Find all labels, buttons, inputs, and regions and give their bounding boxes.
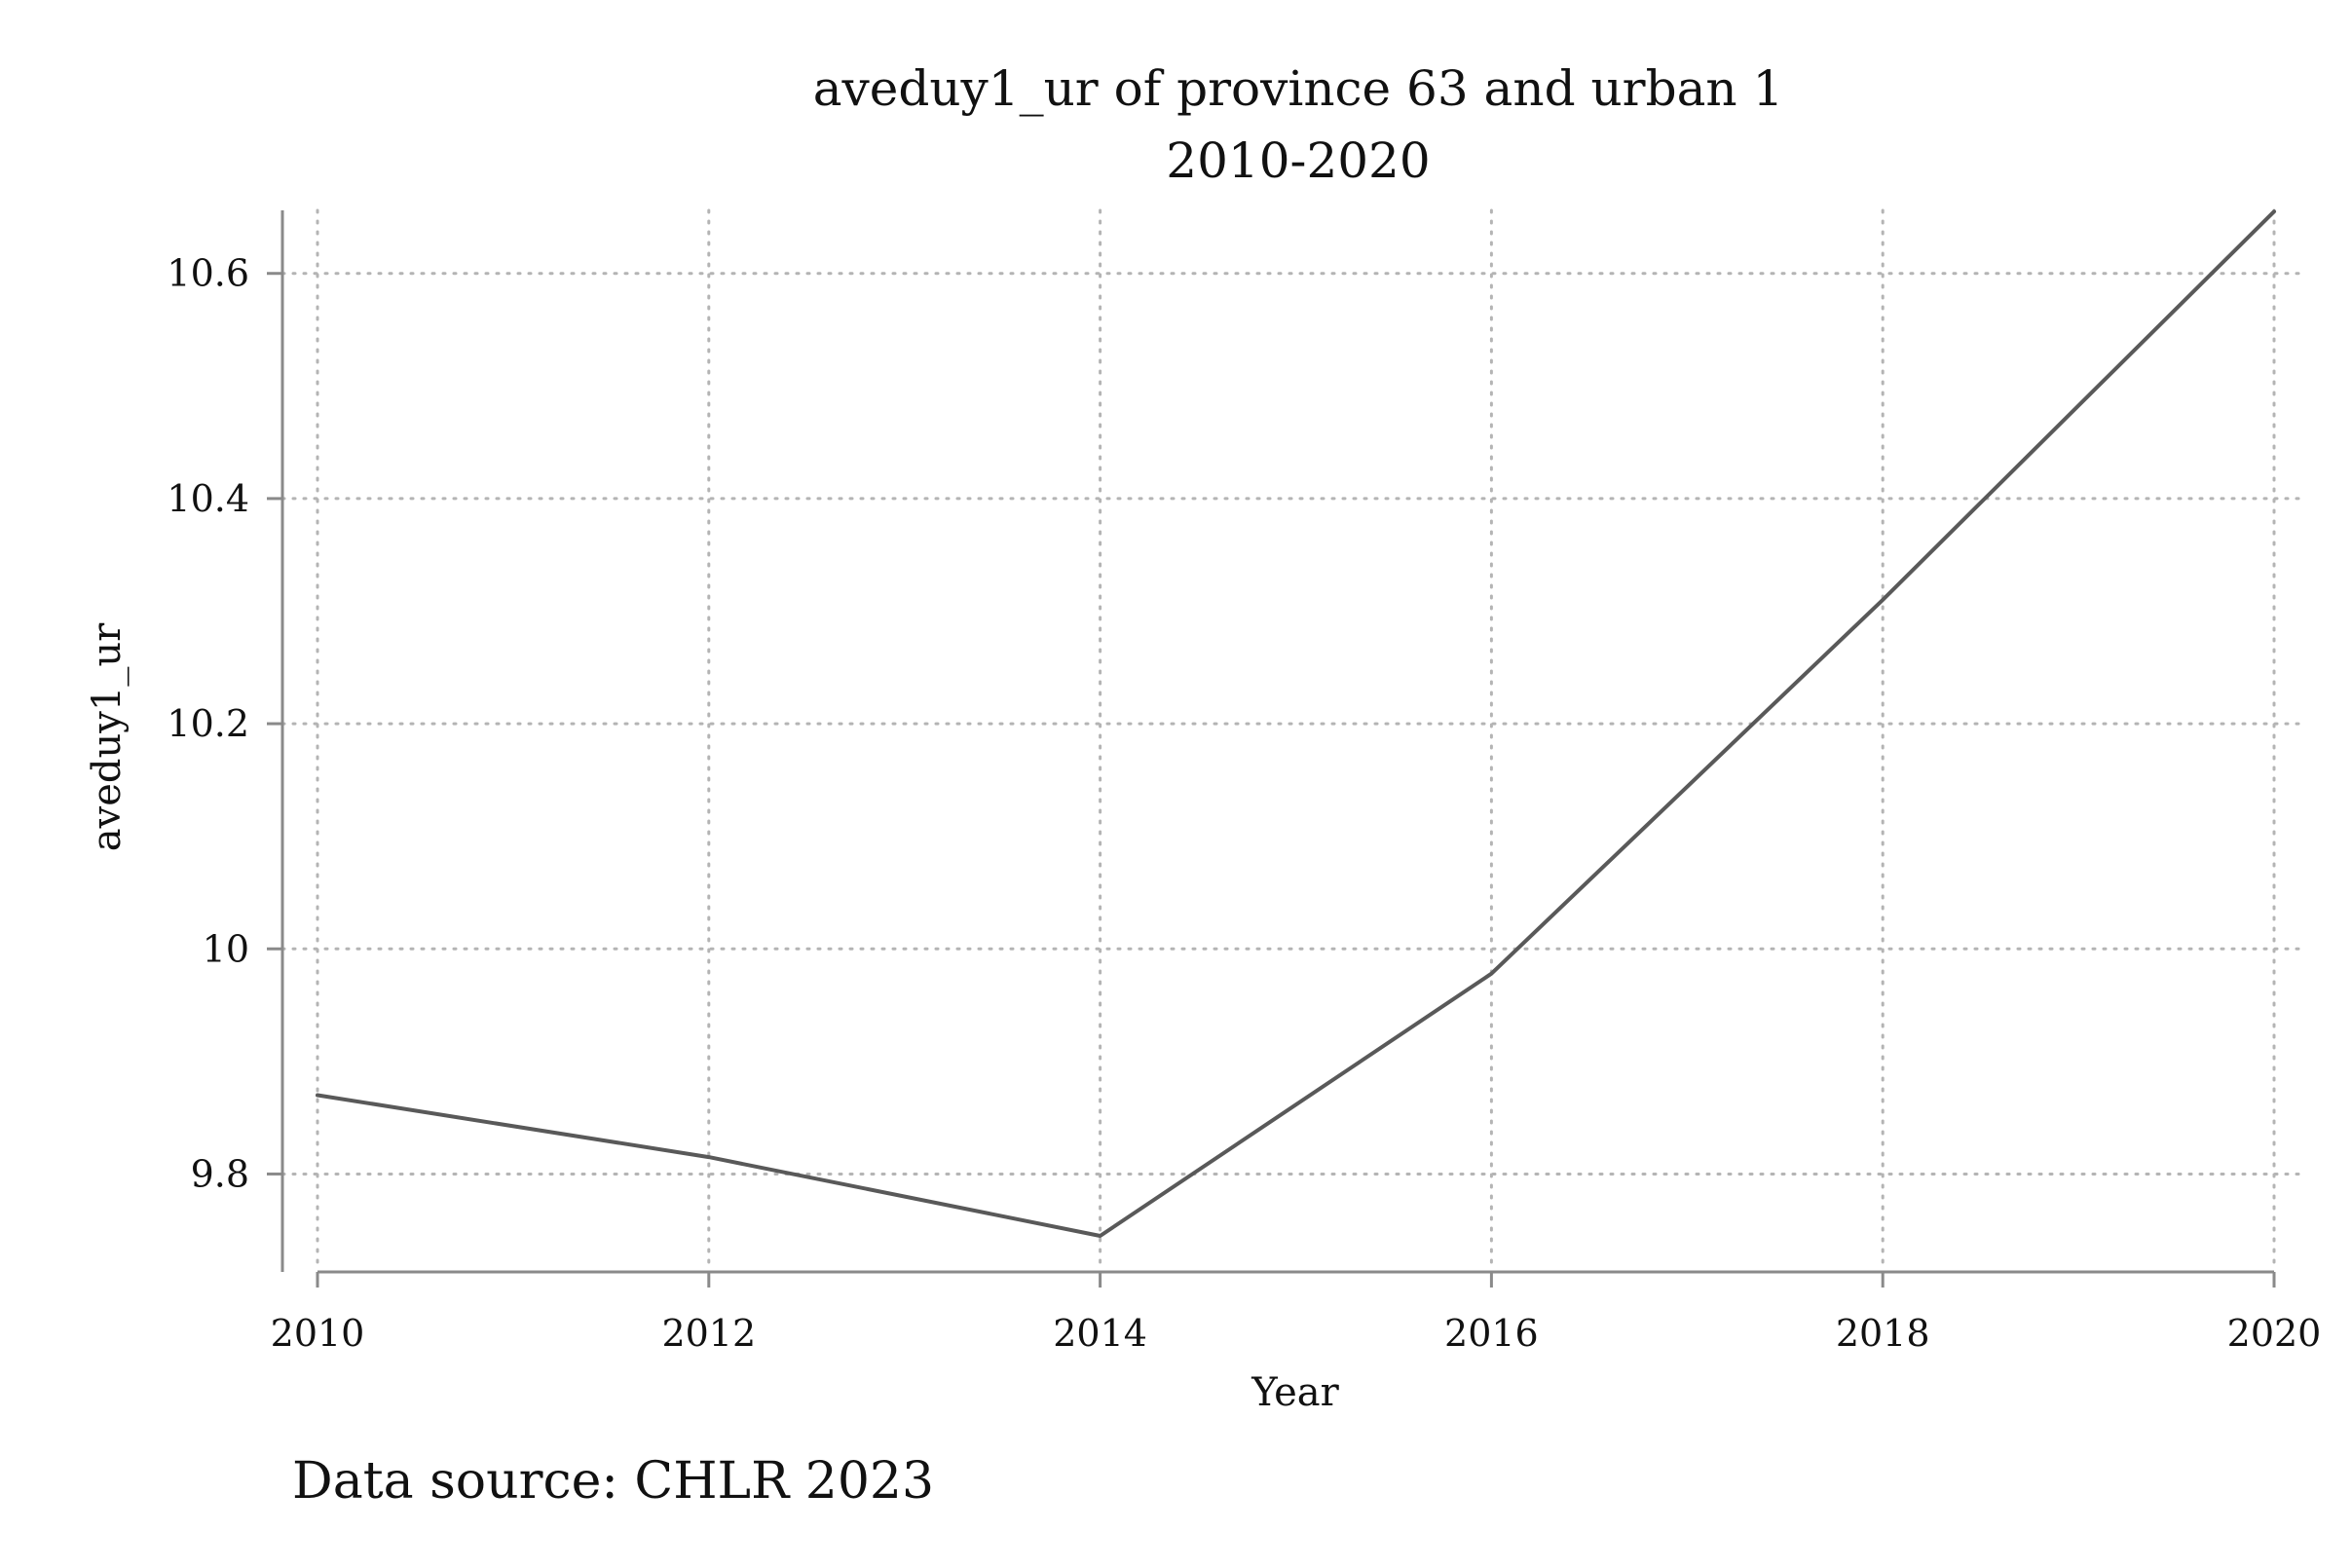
chart-subtitle: 2010-2020 <box>1166 132 1430 189</box>
x-tick-label: 2020 <box>2227 1312 2322 1355</box>
x-gridlines <box>316 208 2276 1268</box>
data-point <box>1879 596 1886 604</box>
x-tick-label: 2010 <box>271 1312 365 1355</box>
x-tick-label: 2012 <box>661 1312 756 1355</box>
data-point <box>705 1153 713 1161</box>
y-tick-label: 9.8 <box>191 1152 249 1195</box>
data-point <box>2270 207 2278 215</box>
series-line <box>316 209 2276 1238</box>
x-tick-label: 2016 <box>1444 1312 1539 1355</box>
y-axis-title: aveduy1_ur <box>85 622 130 851</box>
x-tick-label: 2014 <box>1053 1312 1147 1355</box>
data-point <box>1487 970 1495 978</box>
series-layer <box>314 207 2278 1240</box>
y-tick-label: 10.6 <box>167 252 249 295</box>
y-axis-ticks: 9.8 10 10.2 10.4 10.6 <box>167 252 282 1195</box>
chart-title: aveduy1_ur of province 63 and urban 1 <box>813 60 1784 117</box>
x-tick-label: 2018 <box>1836 1312 1930 1355</box>
x-axis-ticks: 2010 2012 2014 2016 2018 2020 <box>271 1272 2322 1355</box>
y-tick-label: 10.4 <box>167 477 249 520</box>
data-point <box>314 1092 321 1100</box>
x-axis-title: Year <box>1251 1370 1339 1415</box>
data-point <box>1097 1232 1104 1240</box>
y-tick-label: 10.2 <box>167 702 249 745</box>
data-source-note: Data source: CHLR 2023 <box>292 1452 934 1511</box>
y-tick-label: 10 <box>203 927 249 970</box>
